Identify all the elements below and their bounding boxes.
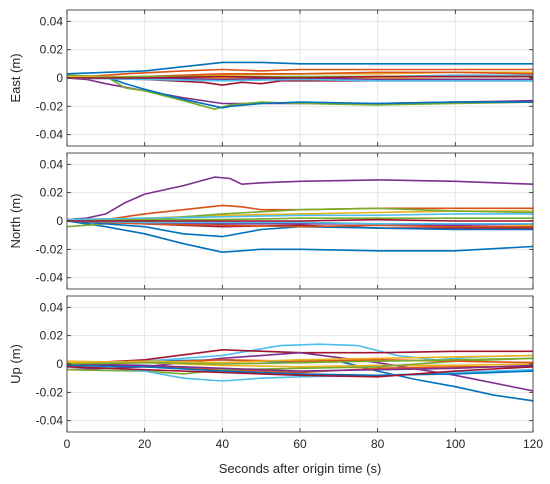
panel-2: 0.04 0.02 0 -0.02 -0.04 North (m) xyxy=(8,152,534,290)
series-line-9 xyxy=(66,364,534,377)
y-axis-label: Up (m) xyxy=(8,344,23,384)
series-line-13 xyxy=(66,363,534,372)
y-tick-label: -0.02 xyxy=(36,385,64,399)
y-axis-label: East (m) xyxy=(8,53,23,102)
series-line-13 xyxy=(66,220,533,225)
x-tick-label: 0 xyxy=(64,437,71,451)
y-tick-label: 0.02 xyxy=(40,329,64,343)
panel-1: 0.04 0.02 0 -0.02 -0.04 East (m) xyxy=(8,9,534,147)
y-axis-label: North (m) xyxy=(8,194,23,249)
series-line-2 xyxy=(66,220,534,253)
series-line-8 xyxy=(66,220,533,238)
series-line-1 xyxy=(66,176,534,221)
series-line-10 xyxy=(66,366,534,378)
series-line-9 xyxy=(66,220,533,228)
x-tick-label: 80 xyxy=(371,437,385,451)
y-tick-label: 0 xyxy=(56,357,63,371)
series-line-3 xyxy=(67,204,533,221)
series-line-13 xyxy=(66,77,533,82)
series-group xyxy=(66,176,534,253)
y-tick-label: 0 xyxy=(56,214,63,228)
series-line-12 xyxy=(66,354,534,364)
x-axis-label: Seconds after origin time (s) xyxy=(219,461,382,476)
series-group xyxy=(66,343,534,402)
x-tick-label: 20 xyxy=(138,437,152,451)
series-line-6 xyxy=(66,213,533,221)
y-tick-label: 0.02 xyxy=(40,43,64,57)
series-line-2 xyxy=(66,68,533,79)
y-tick-label: -0.02 xyxy=(36,242,64,256)
y-tick-label: -0.04 xyxy=(36,271,64,285)
series-line-14 xyxy=(67,218,533,222)
y-tick-label: 0.04 xyxy=(40,14,64,28)
y-tick-label: 0.04 xyxy=(40,300,64,314)
y-tick-label: 0.04 xyxy=(40,157,64,171)
y-tick-label: 0.02 xyxy=(40,186,64,200)
x-tick-label: 100 xyxy=(445,437,465,451)
series-line-12 xyxy=(66,217,533,222)
series-line-8 xyxy=(67,75,533,109)
series-line-14 xyxy=(67,75,533,79)
series-line-1 xyxy=(66,61,533,75)
series-group xyxy=(66,61,534,110)
x-tick-label: 40 xyxy=(216,437,230,451)
y-tick-label: -0.04 xyxy=(36,414,64,428)
y-tick-label: -0.02 xyxy=(36,99,64,113)
x-tick-label: 120 xyxy=(523,437,543,451)
y-tick-label: -0.04 xyxy=(36,128,64,142)
series-line-14 xyxy=(66,357,534,365)
x-tick-label: 60 xyxy=(293,437,307,451)
series-line-2 xyxy=(66,343,534,365)
y-tick-label: 0 xyxy=(56,71,63,85)
